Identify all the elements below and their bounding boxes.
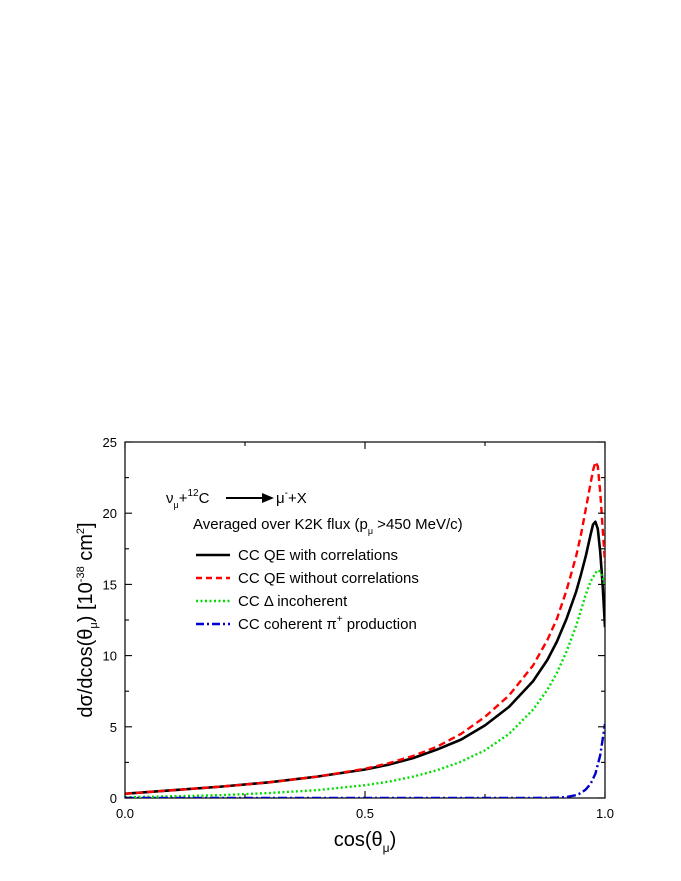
- y-axis-title: dσ/dcos(θμ) [10-38 cm2]: [75, 522, 100, 717]
- legend-label-qe-without: CC QE without correlations: [238, 570, 419, 587]
- y-tick-label: 10: [103, 649, 117, 664]
- x-axis-title: cos(θμ): [334, 829, 397, 855]
- legend-item-qe-with: CC QE with correlations: [196, 547, 398, 564]
- legend: CC QE with correlations CC QE without co…: [196, 547, 419, 633]
- x-tick-label: 0.0: [116, 806, 134, 821]
- y-tick-label: 0: [110, 791, 117, 806]
- legend-label-qe-with: CC QE with correlations: [238, 547, 398, 564]
- svg-text:μ-+X: μ-+X: [276, 488, 307, 507]
- y-tick-label: 15: [103, 577, 117, 592]
- legend-item-qe-without: CC QE without correlations: [196, 570, 419, 587]
- series-layer: [125, 460, 605, 798]
- y-tick-label: 5: [110, 720, 117, 735]
- legend-item-delta: CC Δ incoherent: [196, 593, 348, 610]
- series-line-1: [125, 460, 605, 795]
- y-tick-label: 20: [103, 506, 117, 521]
- series-line-2: [125, 568, 605, 798]
- legend-label-coherent: CC coherent π+ production: [238, 614, 417, 633]
- y-tick-label: 25: [103, 435, 117, 450]
- x-tick-label: 0.5: [356, 806, 374, 821]
- x-tick-label: 1.0: [596, 806, 614, 821]
- series-line-3: [125, 723, 605, 798]
- flux-annotation: Averaged over K2K flux (pμ >450 MeV/c): [193, 516, 463, 536]
- legend-item-coherent: CC coherent π+ production: [196, 614, 417, 633]
- reaction-annotation: νμ+12C μ-+X: [166, 488, 307, 510]
- legend-label-delta: CC Δ incoherent: [238, 593, 348, 610]
- svg-text:νμ+12C: νμ+12C: [166, 488, 210, 510]
- reaction-arrow-head-icon: [262, 493, 274, 503]
- tick-layer: 0 5 10 15 20 25 0.0 0.5 1.0: [103, 435, 615, 821]
